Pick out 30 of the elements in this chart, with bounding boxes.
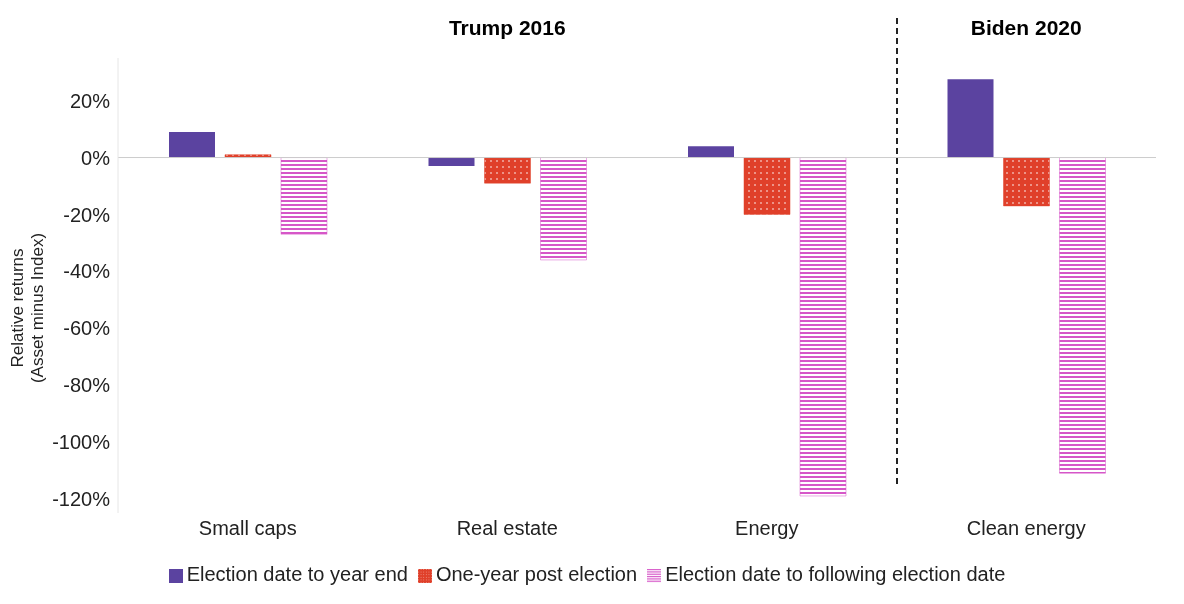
- y-tick-label: -80%: [63, 374, 111, 397]
- y-tick-label: -100%: [52, 431, 111, 454]
- x-tick-label: Clean energy: [966, 517, 1086, 540]
- text: Trump 2016: [447, 16, 567, 40]
- bar: [540, 157, 587, 261]
- bar: [169, 131, 215, 158]
- bar: [799, 157, 847, 497]
- bar: [1003, 157, 1050, 207]
- y-tick-label: 20%: [69, 89, 111, 112]
- y-tick-label: -60%: [63, 317, 111, 340]
- y-tick-label: -120%: [52, 487, 111, 510]
- bar: [947, 79, 994, 158]
- legend-label: Election date to year end: [186, 563, 408, 585]
- bar: [224, 154, 272, 158]
- x-tick-label: Energy: [735, 517, 799, 540]
- x-tick-label: Small caps: [198, 517, 297, 540]
- y-tick-label: -20%: [63, 203, 111, 226]
- y-axis-title: Relative returns (Asset minus Index): [8, 232, 48, 384]
- legend-label: One-year post election: [435, 563, 638, 585]
- legend-label: Election date to following election date: [665, 563, 1006, 585]
- bar: [1059, 157, 1106, 474]
- text: Biden 2020: [969, 16, 1083, 40]
- bar: [743, 157, 791, 215]
- bar: [484, 157, 531, 184]
- x-tick-label: Real estate: [456, 517, 558, 540]
- y-tick-label: 0%: [81, 146, 111, 169]
- bar: [428, 157, 475, 167]
- y-tick-label: -40%: [63, 260, 111, 283]
- bar: [688, 146, 734, 158]
- bar: [280, 157, 328, 235]
